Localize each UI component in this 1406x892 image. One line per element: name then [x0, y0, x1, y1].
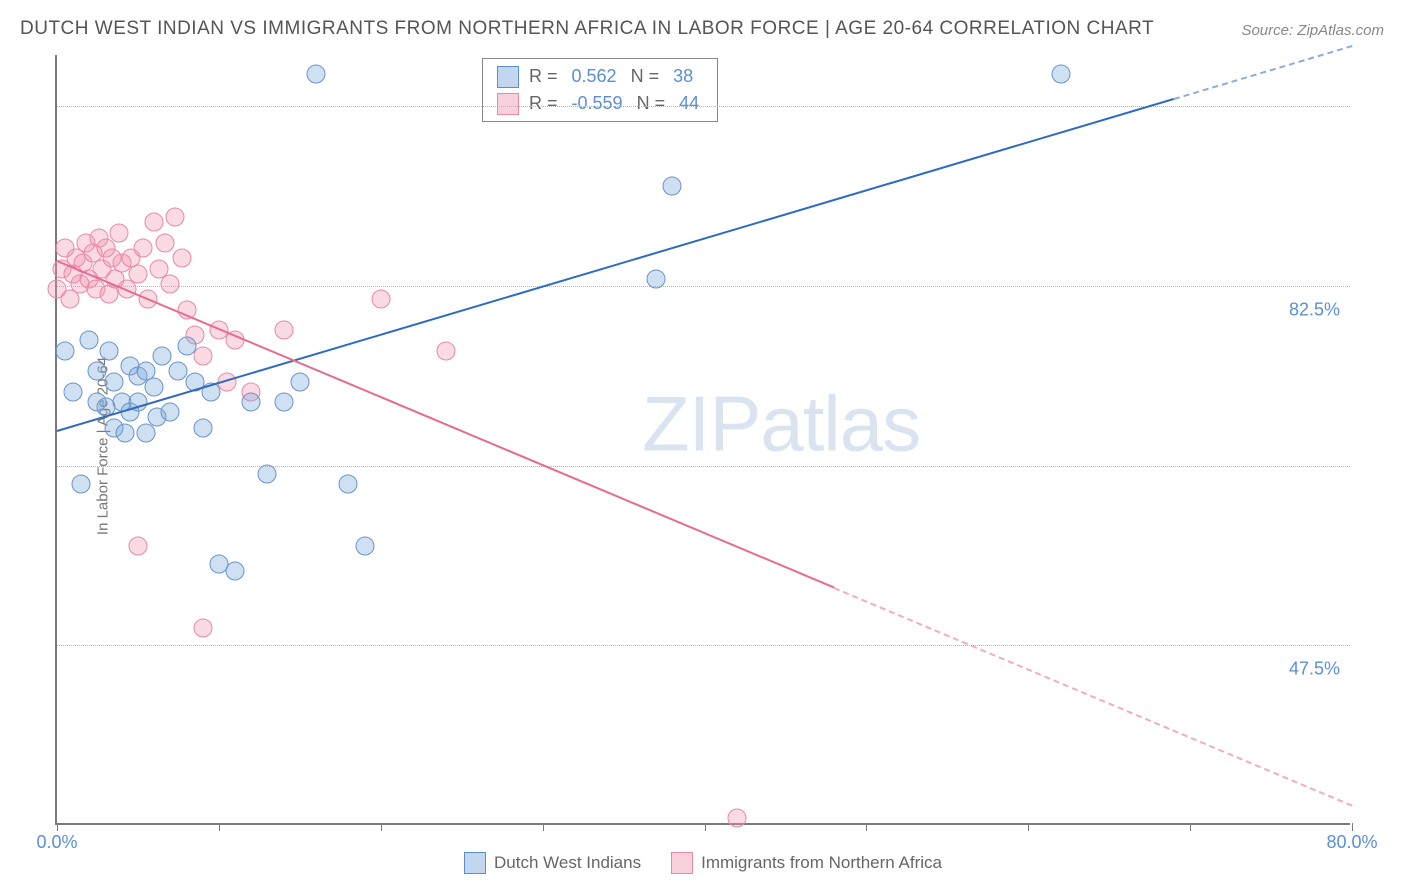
footer-legend-item: Dutch West Indians — [464, 852, 641, 874]
legend-swatch-blue — [464, 852, 486, 874]
n-label: N = — [637, 90, 666, 117]
scatter-point-blue — [153, 346, 172, 365]
scatter-point-blue — [56, 341, 75, 360]
n-value: 38 — [669, 63, 697, 90]
scatter-point-pink — [436, 341, 455, 360]
r-label: R = — [529, 63, 558, 90]
gridline — [57, 106, 1350, 107]
x-tick — [219, 823, 220, 831]
n-value: 44 — [675, 90, 703, 117]
scatter-point-pink — [166, 208, 185, 227]
scatter-point-blue — [72, 475, 91, 494]
scatter-point-pink — [161, 275, 180, 294]
x-tick — [1028, 823, 1029, 831]
stats-legend-row: R = 0.562 N = 38 — [497, 63, 703, 90]
x-tick — [1190, 823, 1191, 831]
trendline-blue — [57, 98, 1175, 432]
r-value: 0.562 — [568, 63, 621, 90]
scatter-point-pink — [128, 536, 147, 555]
scatter-point-blue — [355, 536, 374, 555]
y-tick-label: 82.5% — [1289, 300, 1340, 321]
plot-area: ZIPatlas R = 0.562 N = 38 R = -0.559 N =… — [55, 55, 1350, 825]
source-attribution: Source: ZipAtlas.com — [1241, 22, 1384, 39]
gridline — [57, 645, 1350, 646]
x-tick — [705, 823, 706, 831]
x-tick — [543, 823, 544, 831]
x-tick — [381, 823, 382, 831]
gridline — [57, 466, 1350, 467]
scatter-point-blue — [663, 177, 682, 196]
scatter-point-pink — [193, 618, 212, 637]
trendline-pink-extrap — [834, 587, 1353, 806]
scatter-point-blue — [104, 372, 123, 391]
x-tick-label: 80.0% — [1326, 832, 1377, 853]
scatter-point-blue — [242, 393, 261, 412]
chart-container: DUTCH WEST INDIAN VS IMMIGRANTS FROM NOR… — [0, 0, 1406, 892]
legend-swatch-blue — [497, 66, 519, 88]
gridline — [57, 286, 1350, 287]
x-tick — [866, 823, 867, 831]
stats-legend-row: R = -0.559 N = 44 — [497, 90, 703, 117]
scatter-point-pink — [109, 223, 128, 242]
stats-legend: R = 0.562 N = 38 R = -0.559 N = 44 — [482, 58, 718, 122]
scatter-point-pink — [128, 264, 147, 283]
scatter-point-pink — [145, 213, 164, 232]
chart-title: DUTCH WEST INDIAN VS IMMIGRANTS FROM NOR… — [20, 18, 1154, 40]
scatter-point-blue — [307, 64, 326, 83]
footer-legend-item: Immigrants from Northern Africa — [671, 852, 942, 874]
scatter-point-pink — [156, 233, 175, 252]
watermark-atlas: atlas — [760, 379, 920, 467]
legend-label: Dutch West Indians — [494, 853, 641, 873]
n-label: N = — [631, 63, 660, 90]
scatter-point-blue — [80, 331, 99, 350]
scatter-point-blue — [258, 464, 277, 483]
trendline-pink — [57, 260, 835, 588]
legend-label: Immigrants from Northern Africa — [701, 853, 942, 873]
scatter-point-blue — [115, 423, 134, 442]
scatter-point-blue — [64, 382, 83, 401]
scatter-point-blue — [145, 377, 164, 396]
scatter-point-pink — [193, 346, 212, 365]
scatter-point-blue — [274, 393, 293, 412]
y-tick-label: 47.5% — [1289, 659, 1340, 680]
scatter-point-pink — [371, 290, 390, 309]
scatter-point-blue — [99, 341, 118, 360]
scatter-point-blue — [226, 562, 245, 581]
watermark: ZIPatlas — [642, 378, 920, 469]
x-tick — [1352, 823, 1353, 831]
scatter-point-blue — [177, 336, 196, 355]
r-label: R = — [529, 90, 558, 117]
x-tick — [57, 823, 58, 831]
watermark-zip: ZIP — [642, 379, 760, 467]
scatter-point-blue — [193, 418, 212, 437]
x-tick-label: 0.0% — [36, 832, 77, 853]
scatter-point-blue — [1051, 64, 1070, 83]
r-value: -0.559 — [568, 90, 627, 117]
scatter-point-blue — [161, 403, 180, 422]
scatter-point-pink — [727, 808, 746, 827]
legend-swatch-pink — [671, 852, 693, 874]
trendline-blue-extrap — [1174, 45, 1353, 100]
scatter-point-blue — [290, 372, 309, 391]
scatter-point-blue — [646, 269, 665, 288]
scatter-point-pink — [172, 249, 191, 268]
scatter-point-pink — [133, 239, 152, 258]
legend-swatch-pink — [497, 93, 519, 115]
footer-legend: Dutch West Indians Immigrants from North… — [0, 852, 1406, 874]
scatter-point-blue — [339, 475, 358, 494]
scatter-point-pink — [274, 321, 293, 340]
